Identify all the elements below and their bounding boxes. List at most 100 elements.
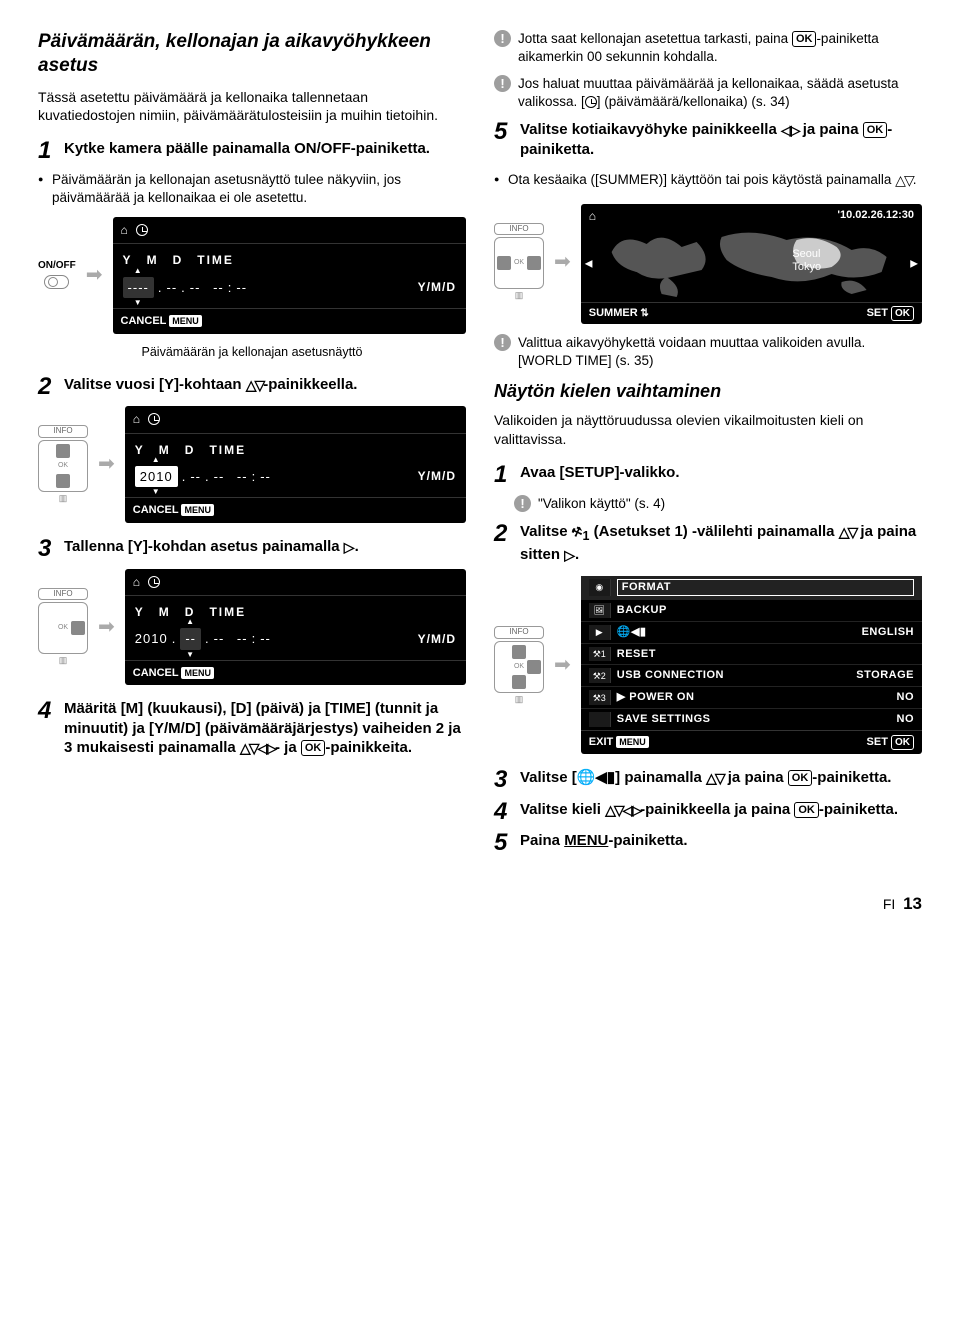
lang-step-1: 1 Avaa [SETUP]-valikko. [494,463,922,483]
lcd-panel-1: ⌂ YMDTIME ----. --.-- --:-- Y/M/D CANCEL… [113,217,466,334]
menu-badge-2: MENU [181,504,214,516]
step-3: 3 Tallenna [Y]-kohdan asetus painamalla … [38,537,466,557]
city-tokyo: Tokyo [792,261,821,274]
format-label: Y/M/D [418,279,456,295]
map-timestamp: '10.02.26.12:30 [837,208,914,223]
dpad-map: INFO OK ▥ [494,223,544,302]
fig-map-row: INFO OK ▥ ➡ ⌂ '10.02.26.12:30 ◀▶ SeoulTo… [494,200,922,324]
step-2b: -painikkeella. [263,376,357,393]
alert-icon-3: ! [494,334,511,351]
d-slot: -- [190,279,201,297]
flow-arrow-icon-3: ➡ [98,614,115,641]
l5-menu: MENU [564,832,608,849]
ok-icon-map: OK [891,306,914,322]
step-5a: Valitse kotiaikavyöhyke painikkeella [520,121,781,138]
hdr-d: D [173,252,184,268]
menu-badge-s: MENU [616,736,649,748]
step-5b: ja paina [799,121,863,138]
l1-text: Avaa [SETUP]-valikko. [520,464,680,481]
ok-icon-5: OK [863,122,888,138]
lang-step-4: 4 Valitse kieli △▽◁▷-painikkeella ja pai… [494,800,922,820]
l3d: -painiketta. [812,769,891,786]
l2a: Valitse [520,523,572,540]
step-5-bullet: Ota kesäaika ([SUMMER)] käyttöön tai poi… [494,171,922,190]
set-label-s: SET [867,736,888,748]
year-slot: ---- [123,277,154,299]
note-3a: Valittua aikavyöhykettä voidaan muuttaa … [518,335,865,368]
page-title: Päivämäärän, kellonajan ja aikavyöhykkee… [38,30,466,78]
udlr-icon: △▽◁▷ [240,740,275,756]
l2-num: 2 [494,518,507,549]
menu-badge-3: MENU [181,667,214,679]
fig-3-row: INFO OK ▥ ➡ ⌂ YMDTIME 2010. --.-- --:-- … [38,569,466,686]
ok-icon: OK [301,740,326,756]
h3s: -- [237,630,248,648]
ok-icon-l4: OK [794,802,819,818]
home-icon-2: ⌂ [133,411,140,427]
t3: TIME [209,604,246,620]
lcd-panel-2: ⌂ YMDTIME 2010. --.-- --:-- Y/M/D CANCEL… [125,406,466,523]
l3c: ja paina [724,769,788,786]
step-3-num: 3 [38,533,51,564]
menu-reset: RESET [617,647,914,662]
menu-lang-icon: 🌐◀▮ [617,625,856,640]
l3b: ] painamalla [615,769,706,786]
tab-cam-icon: ◉ [589,579,611,596]
l3-num: 3 [494,764,507,795]
l1-note-t: "Valikon käyttö" (s. 4) [538,496,665,511]
menu-pwr-v: NO [897,690,915,705]
t2: TIME [209,442,246,458]
l3a: Valitse [ [520,769,577,786]
hdr-y: Y [123,252,133,268]
m-slot: -- [167,279,178,297]
step-2: 2 Valitse vuosi [Y]-kohtaan △▽-painikkee… [38,375,466,395]
d2s: -- [214,468,225,486]
menu-format: FORMAT [617,579,914,596]
l1-note: ! "Valikon käyttö" (s. 4) [514,495,922,513]
ud-l3: △▽ [706,770,724,786]
summer-label: SUMMER [589,306,649,322]
ok-label-3: OK [56,621,70,635]
cancel-2: CANCEL [133,504,179,516]
lang-step-3: 3 Valitse [🌐◀▮] painamalla △▽ ja paina O… [494,768,922,788]
l2b: (Asetukset 1) -välilehti painamalla [589,523,838,540]
clock-icon [136,224,148,236]
note-1: ! Jotta saat kellonajan asetettua tarkas… [494,30,922,65]
l4b: -painikkeella ja paina [640,801,794,818]
menu-save-v: NO [897,712,915,727]
note-1a: Jotta saat kellonajan asetettua tarkasti… [518,31,792,46]
onoff-icon [44,275,69,289]
lang-step-2: 2 Valitse ⚒1 (Asetukset 1) -välilehti pa… [494,522,922,564]
step-1: 1 Kytke kamera päälle painamalla ON/OFF-… [38,139,466,159]
step-4: 4 Määritä [M] (kuukausi), [D] (päivä) ja… [38,699,466,758]
menu-usb: USB CONNECTION [617,668,851,683]
settings-panel: ◉FORMAT 🖼BACKUP ▶🌐◀▮ENGLISH ⚒1RESET ⚒2US… [581,576,922,754]
city-seoul: Seoul [792,248,821,261]
step-4-t3: -painikkeita. [325,739,412,756]
alert-icon-l1: ! [514,495,531,512]
step-1-bullet: Päivämäärän ja kellonajan asetusnäyttö t… [38,171,466,207]
dpad-3: INFO OK ▥ [38,588,88,667]
step-4-t2: - ja [275,739,301,756]
ok-icon-s: OK [891,735,914,751]
udlr-l4: △▽◁▷ [605,802,640,818]
y2: Y [135,442,145,458]
updown-icon: △▽ [246,377,264,393]
flow-arrow-map: ➡ [554,249,571,276]
step-5: 5 Valitse kotiaikavyöhyke painikkeella ◁… [494,120,922,159]
format-label-2: Y/M/D [418,468,456,484]
lr-icon: ◁▷ [781,122,799,138]
d3s: -- [214,630,225,648]
l4-num: 4 [494,796,507,827]
page-number: FI 13 [38,893,922,916]
flow-arrow-icon: ➡ [86,262,103,289]
intro-text: Tässä asetettu päivämäärä ja kellonaika … [38,88,466,126]
step-2-num: 2 [38,371,51,402]
lang-step-5: 5 Paina MENU-painiketta. [494,831,922,851]
tab-play-icon: 🖼 [589,603,611,618]
l4a: Valitse kieli [520,801,605,818]
menu-save: SAVE SETTINGS [617,712,891,727]
clock-icon-2 [148,413,160,425]
h-slot: -- [213,279,224,297]
l5-num: 5 [494,827,507,858]
